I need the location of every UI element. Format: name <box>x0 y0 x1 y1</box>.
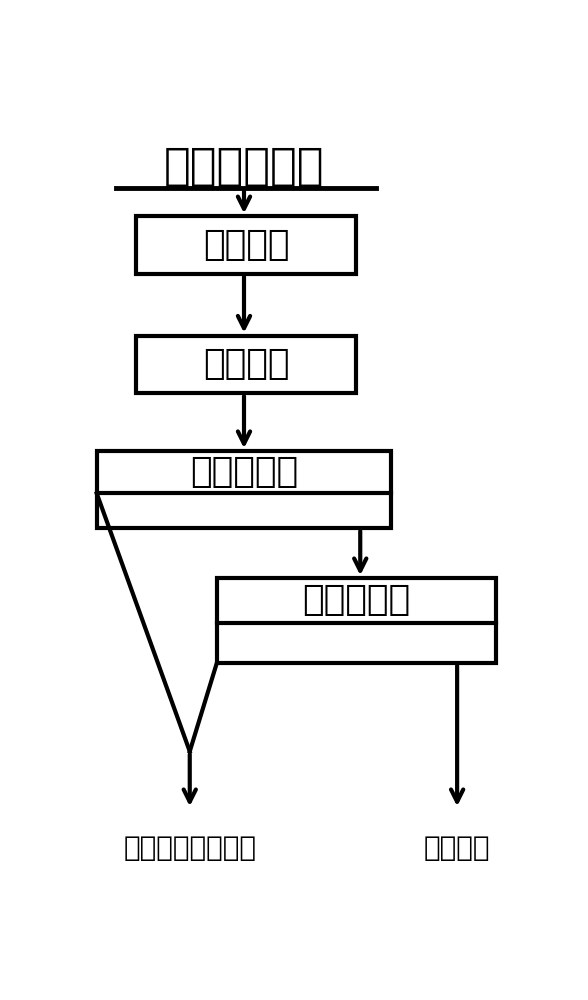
Bar <box>135 216 356 274</box>
Bar <box>217 578 496 663</box>
Text: 擦洗解离: 擦洗解离 <box>203 347 289 381</box>
Text: 正负电极粉末: 正负电极粉末 <box>163 145 324 188</box>
Text: 负极材料（石墨）: 负极材料（石墨） <box>123 834 256 862</box>
Bar <box>97 451 391 528</box>
Text: 正极材料: 正极材料 <box>424 834 490 862</box>
Text: 高梯度磁选: 高梯度磁选 <box>302 583 410 617</box>
Text: 高温热解: 高温热解 <box>203 228 289 262</box>
Bar <box>135 336 356 393</box>
Text: 浮选柱浮选: 浮选柱浮选 <box>190 455 298 489</box>
